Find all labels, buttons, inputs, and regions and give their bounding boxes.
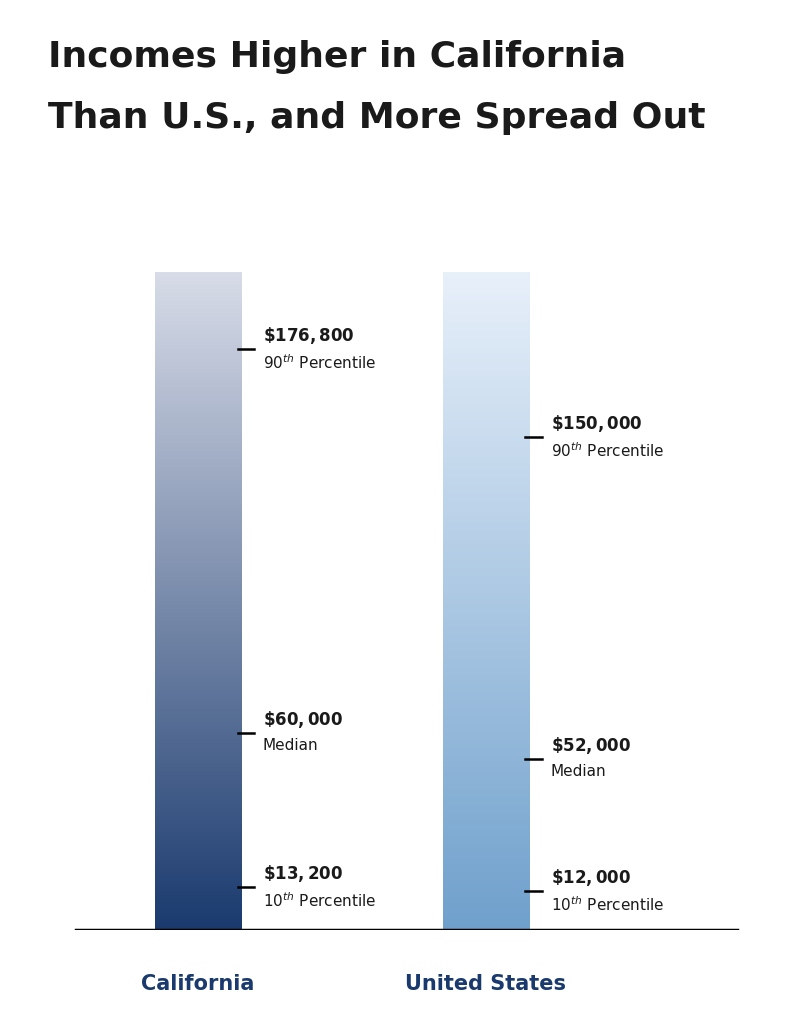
Text: California: California [141, 973, 255, 993]
Text: 90$^{th}$ Percentile: 90$^{th}$ Percentile [263, 353, 376, 372]
Text: Incomes Higher in California: Incomes Higher in California [48, 40, 626, 75]
Text: Than U.S., and More Spread Out: Than U.S., and More Spread Out [48, 101, 706, 135]
Text: $\bf{\$52,000}$: $\bf{\$52,000}$ [551, 734, 630, 755]
Text: $\bf{\$150,000}$: $\bf{\$150,000}$ [551, 412, 642, 434]
Text: 90$^{th}$ Percentile: 90$^{th}$ Percentile [551, 441, 664, 460]
Text: United States: United States [405, 973, 566, 993]
Text: $\bf{\$13,200}$: $\bf{\$13,200}$ [263, 861, 343, 883]
Text: $\bf{\$12,000}$: $\bf{\$12,000}$ [551, 865, 630, 887]
Text: 10$^{th}$ Percentile: 10$^{th}$ Percentile [551, 895, 664, 913]
Text: Median: Median [263, 737, 319, 752]
Text: $\bf{\$60,000}$: $\bf{\$60,000}$ [263, 708, 343, 729]
Text: Median: Median [551, 763, 606, 778]
Text: 10$^{th}$ Percentile: 10$^{th}$ Percentile [263, 891, 376, 909]
Text: $\bf{\$176,800}$: $\bf{\$176,800}$ [263, 325, 355, 345]
